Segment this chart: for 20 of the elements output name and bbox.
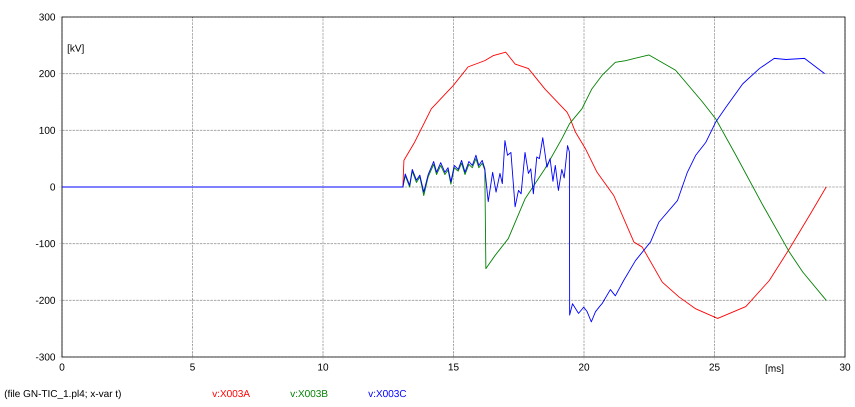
y-tick-label: 0 xyxy=(50,183,56,191)
y-tick-label: 100 xyxy=(40,126,56,134)
text: (file GN-TIC_1.pl4; x-var t) xyxy=(4,390,121,400)
x-tick-label: 15 xyxy=(448,364,459,371)
x-tick-label: 25 xyxy=(709,364,720,371)
y-axis-title: [kV] xyxy=(68,44,84,54)
text: v:X003B xyxy=(290,390,328,398)
y-tick-label: -100 xyxy=(36,240,56,248)
x-tick-label: 20 xyxy=(578,364,590,371)
y-tick-label: -200 xyxy=(36,296,56,304)
x-tick-label: 30 xyxy=(840,364,850,371)
text: v:X003A xyxy=(212,390,250,398)
x-axis-title: [ms] xyxy=(766,364,784,374)
y-tick-label: 300 xyxy=(39,13,56,21)
x-tick-label: 0 xyxy=(60,364,64,371)
x-tick-label: 5 xyxy=(190,364,195,371)
y-tick-label: 200 xyxy=(39,70,56,78)
text: v:X003C xyxy=(368,390,406,398)
x-tick-label: 10 xyxy=(318,364,328,371)
y-tick-label: -300 xyxy=(36,353,56,361)
